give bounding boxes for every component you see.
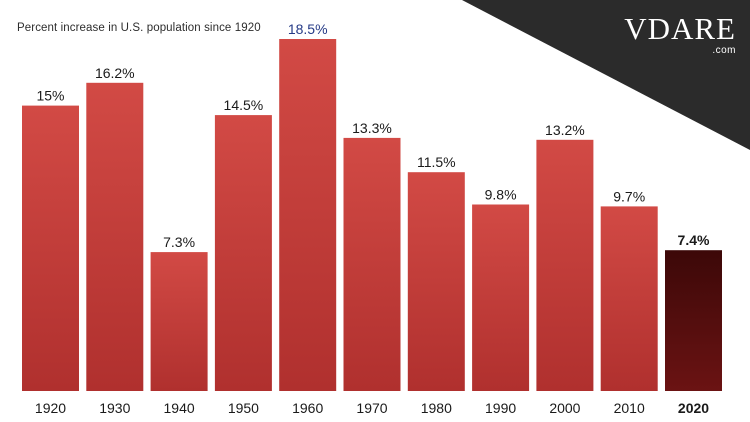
x-tick-label-1990: 1990 xyxy=(485,400,516,416)
bar-2020 xyxy=(665,250,722,391)
x-tick-label-1970: 1970 xyxy=(356,400,387,416)
logo-domain: .com xyxy=(712,45,736,56)
bar-1940 xyxy=(150,252,208,391)
value-label-1930: 16.2% xyxy=(95,65,135,81)
x-tick-label-1920: 1920 xyxy=(35,400,66,416)
value-label-1990: 9.8% xyxy=(485,187,517,203)
logo-corner-banner xyxy=(462,0,750,150)
bar-1950 xyxy=(214,115,272,391)
x-tick-label-2010: 2010 xyxy=(614,400,645,416)
logo-wordmark: VDARE xyxy=(624,11,736,46)
value-label-2010: 9.7% xyxy=(613,188,645,204)
bar-1960 xyxy=(279,39,337,391)
x-tick-label-2000: 2000 xyxy=(549,400,580,416)
bar-1920 xyxy=(22,105,79,391)
x-tick-label-1950: 1950 xyxy=(228,400,259,416)
value-label-2020: 7.4% xyxy=(678,232,710,248)
x-tick-label-1980: 1980 xyxy=(421,400,452,416)
bars-group xyxy=(22,39,722,392)
bar-1970 xyxy=(343,137,401,391)
value-label-1960: 18.5% xyxy=(288,21,328,37)
bar-2010 xyxy=(600,206,658,391)
x-tick-label-1930: 1930 xyxy=(99,400,130,416)
value-label-1920: 15% xyxy=(36,88,64,104)
bar-1930 xyxy=(86,82,144,392)
vdare-logo: VDARE .com xyxy=(624,13,736,56)
chart-subtitle: Percent increase in U.S. population sinc… xyxy=(17,22,261,34)
x-tick-label-1940: 1940 xyxy=(164,400,195,416)
x-tick-label-1960: 1960 xyxy=(292,400,323,416)
bar-2000 xyxy=(536,139,594,391)
x-tick-labels-group: 1920 1930 1940 1950 1960 1970 1980 1990 2000 2010… xyxy=(35,400,709,416)
value-label-1950: 14.5% xyxy=(224,97,264,113)
value-label-1940: 7.3% xyxy=(163,234,195,250)
bar-1990 xyxy=(472,204,530,391)
bar-1980 xyxy=(407,172,465,391)
x-tick-label-2020: 2020 xyxy=(678,400,709,416)
value-label-1980: 11.5% xyxy=(417,154,456,170)
value-label-1970: 13.3% xyxy=(352,120,392,136)
